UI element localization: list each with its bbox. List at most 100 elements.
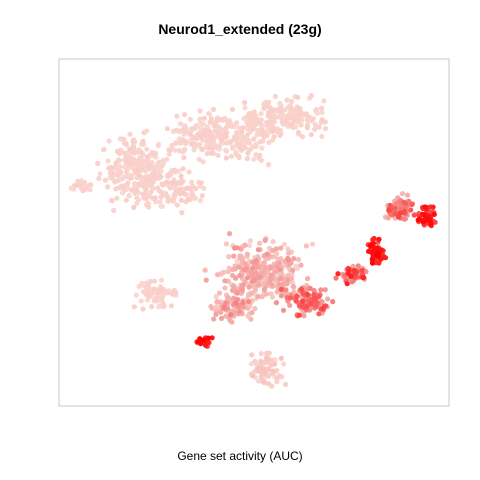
cell-point	[231, 253, 237, 259]
cell-point	[252, 122, 258, 128]
cell-point	[165, 173, 171, 179]
cell-point	[385, 215, 391, 221]
cell-point	[240, 125, 246, 131]
x-axis-label: Gene set activity (AUC)	[177, 449, 303, 463]
cell-point	[313, 303, 319, 309]
cell-point	[197, 116, 203, 122]
cell-point	[156, 159, 162, 165]
cell-point	[431, 211, 437, 217]
cell-point	[168, 197, 174, 203]
cell-point	[220, 117, 226, 123]
cell-point	[259, 280, 265, 286]
cell-point	[183, 128, 189, 135]
cell-point	[164, 179, 170, 185]
cell-point	[251, 136, 257, 142]
cell-point	[186, 169, 192, 175]
cell-point	[161, 303, 167, 309]
cell-point	[120, 184, 126, 190]
cell-point	[259, 145, 265, 151]
cell-point	[386, 207, 392, 213]
cell-point	[287, 302, 293, 308]
cell-point	[422, 204, 428, 210]
cell-point	[232, 245, 238, 251]
cell-point	[287, 295, 293, 301]
cell-point	[131, 144, 137, 150]
cell-point	[144, 290, 150, 296]
cell-point	[217, 142, 223, 148]
cell-point	[262, 265, 268, 271]
cell-point	[167, 185, 173, 191]
cell-point	[430, 204, 436, 210]
cell-point	[319, 299, 325, 305]
cell-point	[165, 194, 171, 200]
cell-point	[155, 289, 161, 295]
cell-point	[282, 381, 289, 387]
cell-point	[268, 114, 274, 120]
cell-point	[130, 150, 136, 156]
cell-point	[240, 134, 246, 140]
cell-point	[313, 107, 320, 113]
cell-point	[227, 317, 233, 323]
cell-point	[109, 198, 115, 204]
cell-point	[240, 300, 246, 306]
cell-point	[158, 203, 164, 209]
cell-point	[201, 131, 208, 137]
cell-point	[280, 307, 287, 313]
cell-point	[223, 125, 229, 131]
cell-point	[212, 123, 218, 129]
cell-point	[201, 115, 207, 121]
cell-point	[263, 291, 270, 297]
cell-point	[133, 292, 139, 298]
cell-point	[121, 140, 127, 146]
cell-point	[251, 156, 257, 162]
cell-point	[355, 263, 361, 269]
cell-point	[264, 251, 270, 257]
cell-point	[228, 138, 234, 144]
cell-point	[420, 219, 426, 225]
cell-point	[260, 368, 266, 374]
cell-point	[247, 238, 253, 244]
cell-point	[160, 182, 166, 188]
cell-point	[299, 134, 306, 140]
cell-point	[205, 335, 211, 341]
cell-point	[206, 145, 212, 151]
cell-point	[197, 198, 203, 204]
cell-point	[151, 170, 157, 176]
cell-point	[214, 272, 221, 278]
cell-point	[255, 127, 261, 134]
cell-point	[249, 373, 256, 379]
cell-point	[215, 152, 221, 158]
cell-point	[158, 174, 164, 180]
cell-point	[200, 159, 206, 165]
cell-point	[278, 256, 284, 262]
cell-point	[185, 196, 191, 203]
cell-point	[139, 161, 146, 167]
cell-point	[213, 119, 219, 125]
cell-point	[351, 267, 357, 273]
cell-point	[143, 187, 149, 193]
cell-point	[145, 164, 151, 170]
cell-point	[293, 298, 299, 304]
cell-point	[160, 158, 166, 164]
cell-point	[191, 147, 197, 153]
cell-point	[182, 146, 188, 152]
cell-point	[115, 172, 121, 178]
cell-point	[369, 251, 376, 257]
cell-point	[256, 119, 262, 125]
cell-point	[229, 287, 236, 293]
cell-point	[138, 156, 145, 162]
cell-point	[228, 123, 234, 129]
cell-point	[258, 358, 264, 364]
cell-point	[218, 137, 224, 143]
cell-point	[319, 133, 325, 140]
cell-point	[392, 205, 398, 211]
cell-point	[176, 148, 182, 154]
cell-point	[301, 313, 307, 319]
cell-point	[305, 276, 311, 282]
cell-point	[249, 310, 255, 316]
cell-point	[254, 132, 260, 138]
cell-point	[168, 303, 174, 309]
cell-point	[157, 167, 163, 173]
cell-point	[271, 134, 277, 140]
